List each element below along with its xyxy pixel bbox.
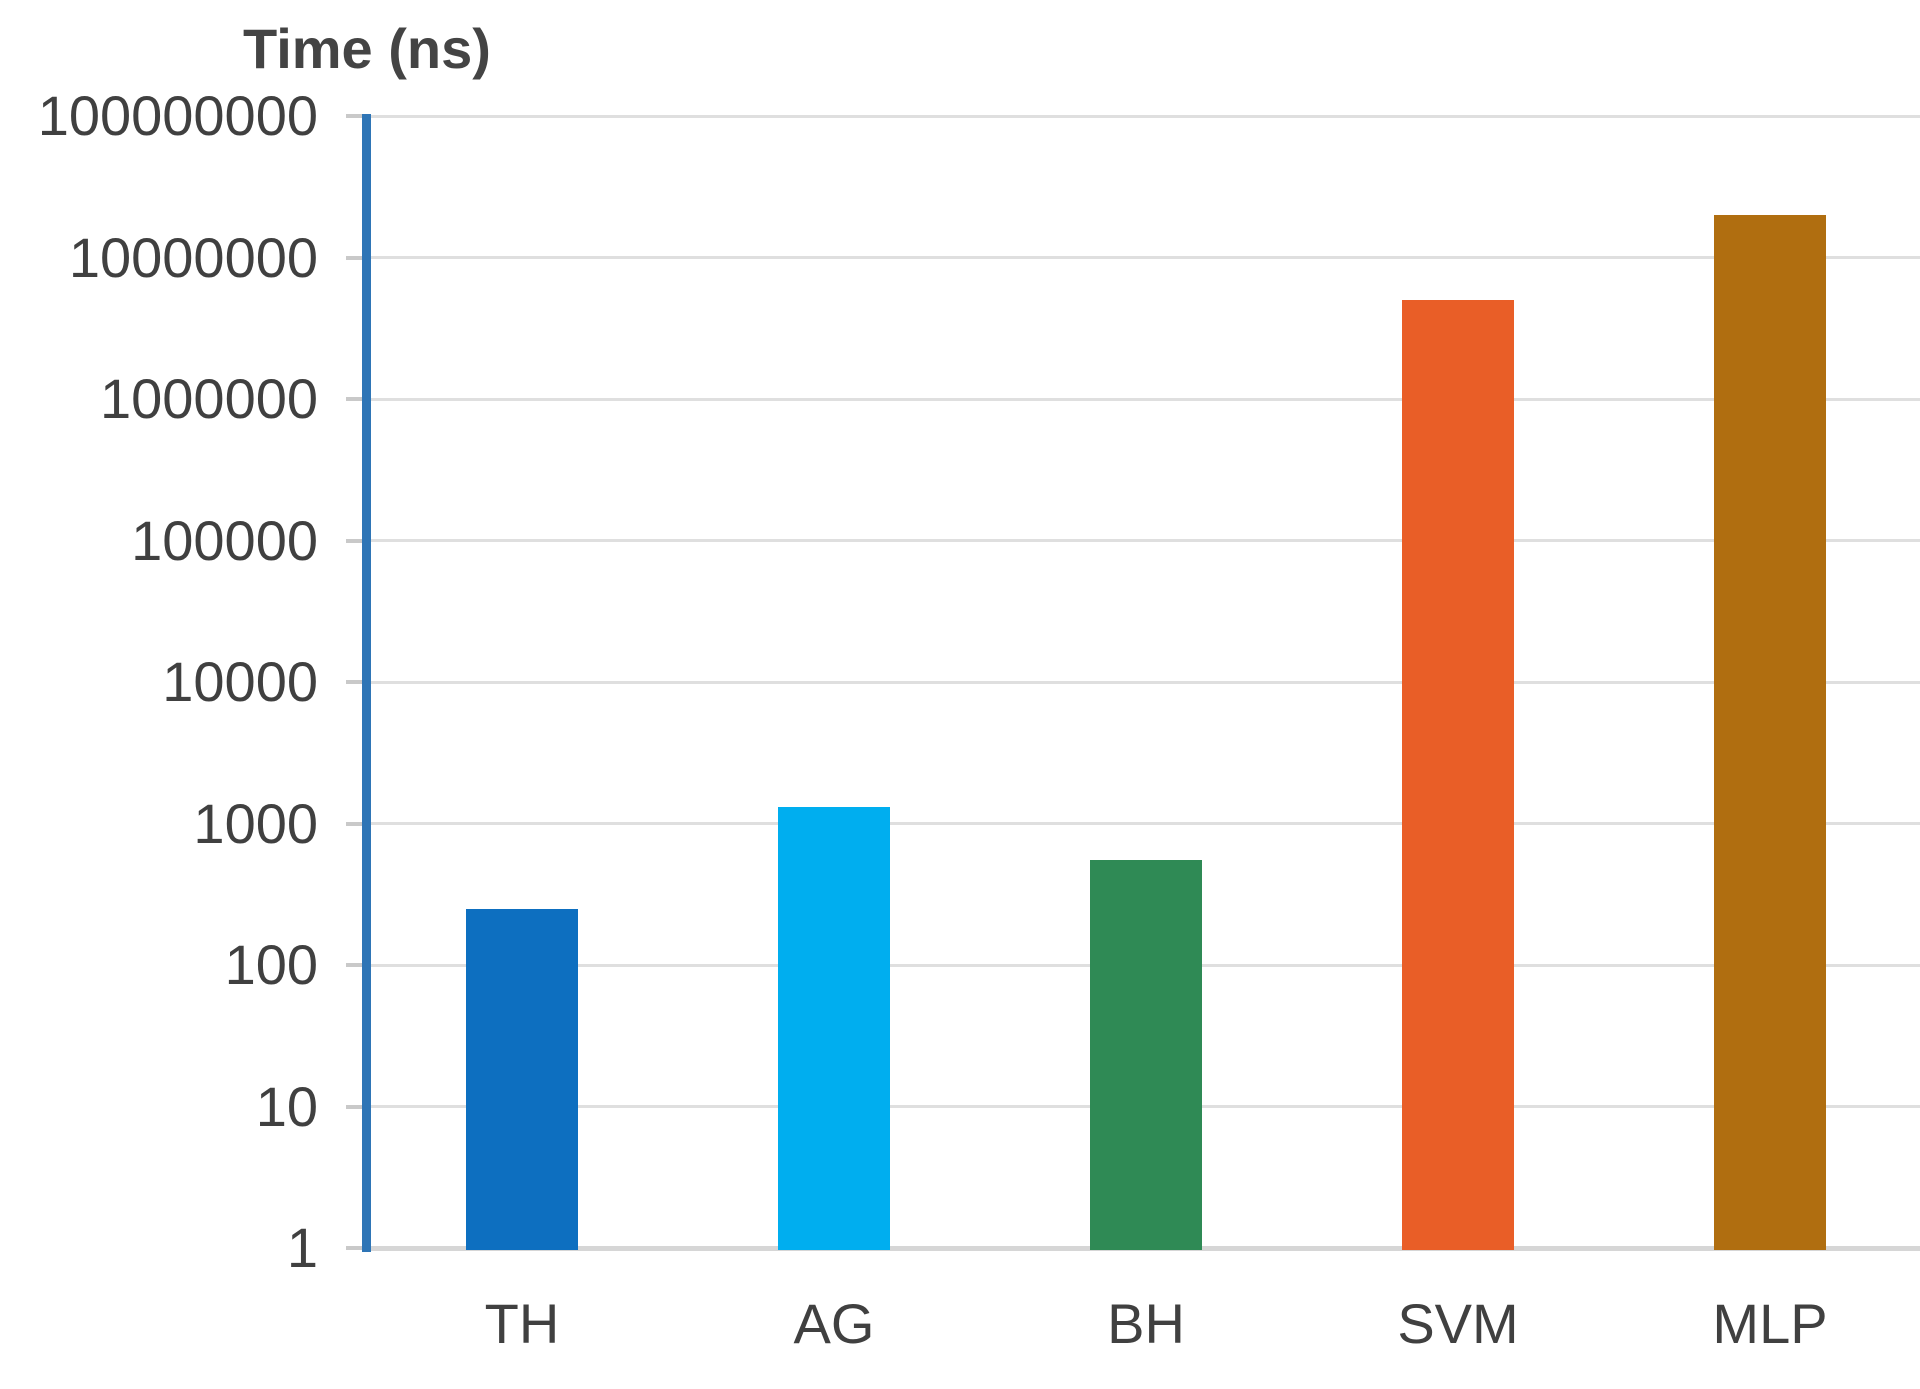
chart-title: Time (ns) [243, 17, 491, 80]
x-tick-label-ag: AG [793, 1292, 875, 1355]
y-axis-tick [346, 1104, 362, 1109]
y-tick-label: 1 [286, 1216, 318, 1279]
y-axis-line [362, 114, 371, 1252]
y-axis-tick [346, 397, 362, 401]
y-tick-label: 1000 [193, 791, 318, 855]
x-tick-label-th: TH [484, 1292, 560, 1355]
x-tick-label-svm: SVM [1397, 1292, 1519, 1355]
bar-ag [778, 807, 890, 1250]
y-tick-label: 10000000 [68, 225, 318, 289]
y-axis-tick [346, 1246, 362, 1250]
y-axis-tick [346, 821, 362, 826]
y-axis-tick [346, 114, 362, 118]
bar-th [466, 908, 578, 1250]
bar-svm [1402, 300, 1514, 1250]
bar-mlp [1714, 214, 1826, 1250]
y-axis-tick [346, 963, 362, 967]
gridline [362, 539, 1920, 542]
x-tick-label-bh: BH [1107, 1292, 1185, 1355]
gridline [362, 680, 1920, 684]
y-axis-tick [346, 538, 362, 543]
x-tick-label-mlp: MLP [1712, 1292, 1828, 1355]
gridline [362, 397, 1920, 401]
y-tick-label: 10 [255, 1074, 318, 1138]
bar-bh [1090, 860, 1202, 1250]
y-axis-tick [346, 680, 362, 684]
y-tick-label: 10000 [162, 650, 318, 713]
y-tick-label: 1000000 [99, 367, 318, 430]
gridline [362, 256, 1920, 259]
y-tick-label: 100000000 [37, 84, 318, 147]
gridline [362, 822, 1920, 825]
y-tick-label: 100 [224, 933, 318, 996]
y-tick-label: 100000 [131, 508, 318, 572]
y-axis-tick [346, 255, 362, 260]
gridline [362, 114, 1920, 118]
